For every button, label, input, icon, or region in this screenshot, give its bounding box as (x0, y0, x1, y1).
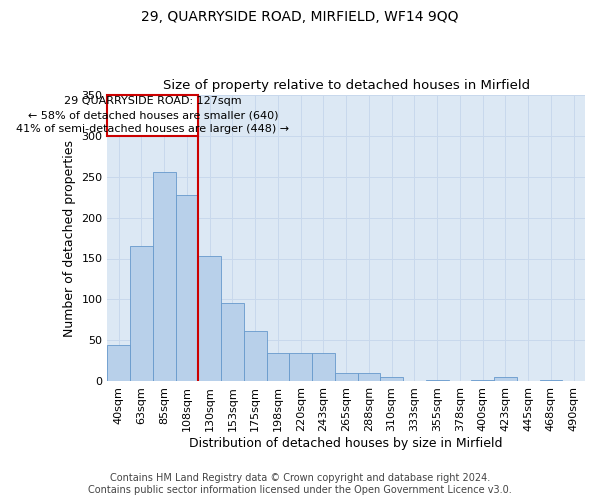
Bar (335, 374, 358, 382)
Bar (153, 172, 176, 382)
Bar (266, 353, 289, 382)
Bar (471, 380, 494, 382)
Bar (380, 378, 403, 382)
Text: 29 QUARRYSIDE ROAD: 127sqm
← 58% of detached houses are smaller (640)
41% of sem: 29 QUARRYSIDE ROAD: 127sqm ← 58% of deta… (16, 96, 289, 134)
Bar (244, 330, 266, 382)
Title: Size of property relative to detached houses in Mirfield: Size of property relative to detached ho… (163, 79, 530, 92)
Y-axis label: Number of detached properties: Number of detached properties (63, 140, 76, 336)
Bar (176, 194, 198, 382)
Bar (312, 353, 335, 382)
Bar (107, 346, 130, 382)
FancyBboxPatch shape (107, 94, 198, 136)
Bar (539, 380, 562, 382)
X-axis label: Distribution of detached houses by size in Mirfield: Distribution of detached houses by size … (190, 437, 503, 450)
Text: 29, QUARRYSIDE ROAD, MIRFIELD, WF14 9QQ: 29, QUARRYSIDE ROAD, MIRFIELD, WF14 9QQ (141, 10, 459, 24)
Bar (130, 246, 153, 382)
Bar (198, 256, 221, 382)
Bar (221, 303, 244, 382)
Bar (289, 353, 312, 382)
Bar (426, 380, 449, 382)
Text: Contains HM Land Registry data © Crown copyright and database right 2024.
Contai: Contains HM Land Registry data © Crown c… (88, 474, 512, 495)
Bar (494, 378, 517, 382)
Bar (358, 374, 380, 382)
